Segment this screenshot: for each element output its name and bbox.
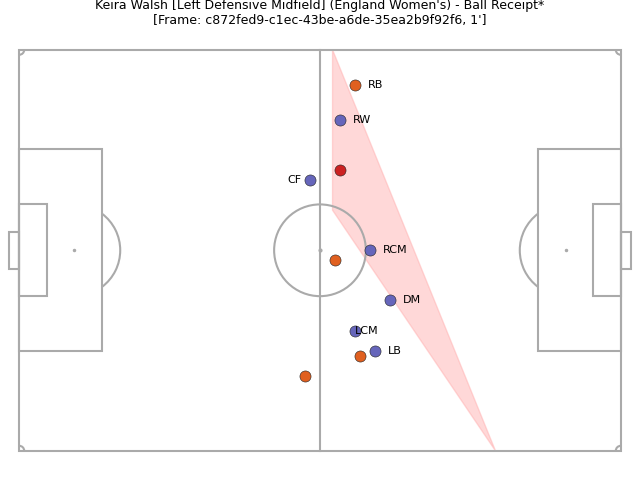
Text: CF: CF [287, 175, 301, 185]
Bar [9, 232, 19, 269]
Text: LB: LB [388, 346, 401, 356]
Text: RW: RW [353, 115, 371, 125]
Polygon shape [333, 50, 495, 451]
Text: RB: RB [367, 80, 383, 90]
Text: RCM: RCM [383, 245, 407, 255]
Bar [19, 204, 47, 296]
Bar [19, 149, 102, 351]
Text: DM: DM [403, 295, 421, 305]
Bar [538, 149, 621, 351]
Title: Keira Walsh [Left Defensive Midfield] (England Women's) - Ball Receipt*
[Frame: : Keira Walsh [Left Defensive Midfield] (E… [95, 0, 545, 26]
Bar [593, 204, 621, 296]
Text: LCM: LCM [355, 325, 379, 336]
Bar [621, 232, 631, 269]
